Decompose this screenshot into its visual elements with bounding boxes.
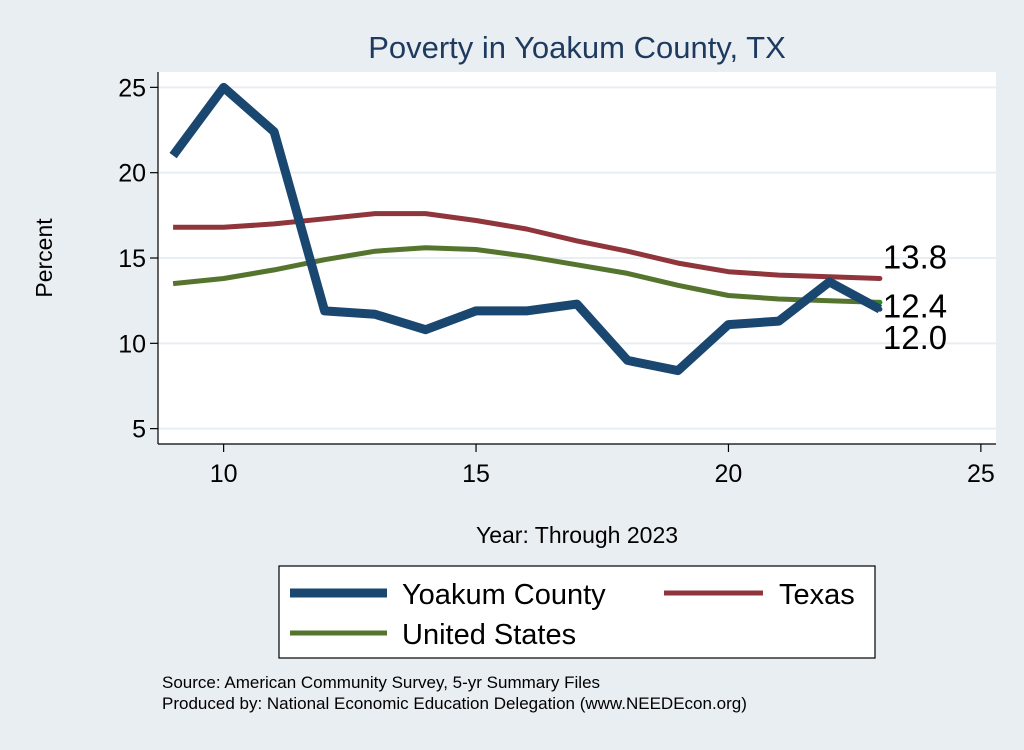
x-tick-label: 10 [210, 460, 238, 488]
x-axis: 10 15 20 25 [158, 443, 996, 488]
chart-title: Poverty in Yoakum County, TX [368, 30, 786, 65]
end-value-labels: 13.8 12.412.0 [883, 238, 947, 356]
y-axis-label: Percent [31, 218, 57, 298]
x-tick-label: 15 [462, 460, 490, 488]
legend-label-yoakum-county: Yoakum County [402, 579, 606, 611]
series-end-point-yoakum-county [877, 306, 883, 312]
grid-lines [158, 86, 996, 430]
x-tick-label: 25 [967, 460, 995, 488]
producer-note: Produced by: National Economic Education… [162, 694, 747, 713]
y-tick-label: 5 [132, 416, 146, 444]
end-value-label: 12.4 [883, 287, 947, 324]
legend-label-united-states: United States [402, 619, 576, 651]
y-tick-label: 10 [118, 330, 146, 358]
series-end-point-texas [877, 275, 883, 281]
y-axis: 5 10 15 20 25 [118, 72, 159, 444]
x-tick-label: 20 [715, 460, 743, 488]
x-axis-label: Year: Through 2023 [476, 522, 678, 548]
y-tick-label: 15 [118, 245, 146, 273]
legend: Yoakum County Texas United States [278, 565, 876, 659]
series-line-texas [173, 211, 880, 281]
end-value-label: 13.8 [883, 238, 947, 275]
y-tick-label: 20 [118, 160, 146, 188]
series-line-united-states [172, 245, 880, 305]
legend-box [278, 565, 876, 659]
end-value-label: 12.0 [883, 319, 947, 356]
source-note: Source: American Community Survey, 5-yr … [162, 673, 600, 692]
series-lines [169, 82, 883, 376]
legend-label-texas: Texas [779, 579, 855, 611]
y-tick-label: 25 [118, 74, 146, 102]
series-line-yoakum-county [169, 82, 883, 376]
